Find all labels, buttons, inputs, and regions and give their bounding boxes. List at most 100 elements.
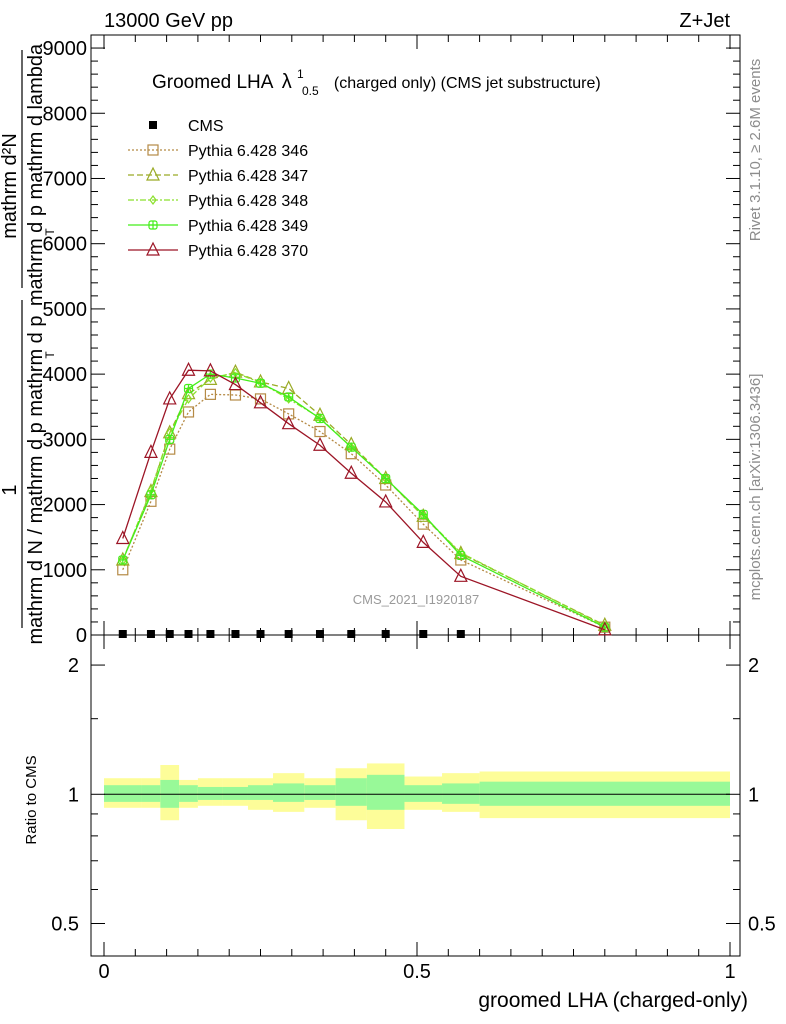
rivet-version-label: Rivet 3.1.10, ≥ 2.6M events xyxy=(747,59,764,242)
data-point xyxy=(416,534,431,548)
series-4 xyxy=(118,369,610,632)
title-subscript: 0.5 xyxy=(302,84,319,98)
ratio-inner-band xyxy=(335,778,367,806)
ratio-uncertainty-bands xyxy=(104,763,730,830)
x-axis-label: groomed LHA (charged-only) xyxy=(478,989,748,1012)
ratio-y-tick-label: 0.5 xyxy=(51,913,79,935)
series-line xyxy=(122,371,606,626)
legend-item: CMS xyxy=(149,118,224,135)
series-layer xyxy=(115,361,612,638)
data-point xyxy=(597,621,612,636)
data-point xyxy=(206,630,215,638)
ylabel-denominator: mathrm d N / mathrm d p mathrm d p xyxy=(25,316,47,645)
legend-label: Pythia 6.428 348 xyxy=(188,193,308,210)
data-point xyxy=(344,464,359,479)
data-point xyxy=(205,369,216,379)
legend-marker xyxy=(146,166,160,181)
data-point xyxy=(118,630,127,638)
legend-label: CMS xyxy=(188,118,224,135)
data-point xyxy=(143,444,158,458)
data-point xyxy=(228,376,243,391)
data-point xyxy=(456,630,465,638)
legend-marker xyxy=(148,220,158,230)
main-axis-ticks xyxy=(91,34,740,636)
data-point xyxy=(204,388,217,400)
ylabel-denominator-sub-t: T xyxy=(43,351,57,359)
ratio-inner-band xyxy=(104,785,142,802)
data-point xyxy=(456,550,466,561)
data-point xyxy=(378,493,393,508)
data-point xyxy=(283,408,295,420)
data-point xyxy=(314,425,326,438)
data-point xyxy=(284,392,294,402)
main-y-tick-label: 2000 xyxy=(43,495,88,517)
data-point xyxy=(146,490,156,500)
main-y-tick-label: 1000 xyxy=(43,560,88,582)
data-point xyxy=(256,630,265,638)
legend-label: Pythia 6.428 346 xyxy=(188,143,308,160)
data-point xyxy=(419,630,428,638)
main-y-axis-label: 1 mathrm d²N mathrm d p mathrm d lambda … xyxy=(0,43,57,645)
mcplots-label: mcplots.cern.ch [arXiv:1306.3436] xyxy=(747,374,764,601)
legend-marker xyxy=(146,241,160,256)
data-point xyxy=(184,393,193,404)
data-point xyxy=(231,630,240,638)
series-5 xyxy=(115,361,612,636)
chart-title: Groomed LHA λ 1 0.5 (charged only) (CMS … xyxy=(152,62,601,100)
title-symbol: λ xyxy=(282,71,292,93)
data-point xyxy=(206,373,215,384)
ylabel-numerator: 1 xyxy=(0,484,21,495)
data-point xyxy=(315,630,324,638)
data-point xyxy=(162,390,177,405)
main-y-tick-label: 8000 xyxy=(43,103,88,125)
data-point xyxy=(183,383,194,394)
legend-marker xyxy=(147,144,159,156)
x-tick-label: 0.5 xyxy=(403,961,431,983)
data-point xyxy=(453,567,468,582)
data-point xyxy=(284,630,293,638)
data-point xyxy=(165,434,175,444)
ratio-y-tick-label-right: 2 xyxy=(748,655,759,677)
ratio-inner-band xyxy=(247,785,274,800)
svg-text:Groomed LHA λ 1: Groomed LHA λ 1 0.5 (charged only) (CMS … xyxy=(152,62,601,100)
legend-label: Pythia 6.428 370 xyxy=(188,243,308,260)
legend-marker xyxy=(149,121,157,129)
title-rest: (charged only) (CMS jet substructure) xyxy=(334,75,601,92)
ratio-inner-band xyxy=(141,785,161,802)
ratio-panel-frame xyxy=(90,634,741,957)
series-0 xyxy=(118,630,465,638)
header-right: Z+Jet xyxy=(679,10,730,32)
series-line xyxy=(122,369,606,631)
ratio-inner-band xyxy=(273,783,305,802)
main-y-tick-label: 0 xyxy=(76,625,87,647)
data-point xyxy=(181,361,196,376)
data-point xyxy=(255,378,266,388)
data-point xyxy=(182,406,195,418)
main-y-tick-label: 4000 xyxy=(43,364,88,386)
legend-label: Pythia 6.428 349 xyxy=(188,218,308,235)
legend-item: Pythia 6.428 348 xyxy=(128,193,308,210)
data-point xyxy=(381,630,390,638)
data-point xyxy=(203,362,218,377)
data-point xyxy=(146,630,155,638)
legend-marker xyxy=(149,195,157,205)
ylabel-top-sub-t: T xyxy=(43,228,57,236)
ratio-inner-band xyxy=(197,786,223,800)
legend-item: Pythia 6.428 349 xyxy=(128,218,308,235)
data-point xyxy=(312,436,327,451)
main-y-tick-label: 6000 xyxy=(43,234,88,256)
data-point xyxy=(253,394,268,409)
header-left: 13000 GeV pp xyxy=(104,10,233,32)
ratio-inner-band xyxy=(442,783,480,804)
legend-label: Pythia 6.428 347 xyxy=(188,168,308,185)
ratio-inner-band xyxy=(222,786,248,800)
ratio-inner-band xyxy=(179,785,198,802)
legend-item: Pythia 6.428 347 xyxy=(128,166,308,185)
data-point xyxy=(346,442,356,452)
data-point xyxy=(418,509,428,519)
series-2 xyxy=(115,363,612,631)
analysis-watermark: CMS_2021_I1920187 xyxy=(353,592,480,607)
data-point xyxy=(315,413,325,424)
main-y-tick-label: 9000 xyxy=(43,38,88,60)
